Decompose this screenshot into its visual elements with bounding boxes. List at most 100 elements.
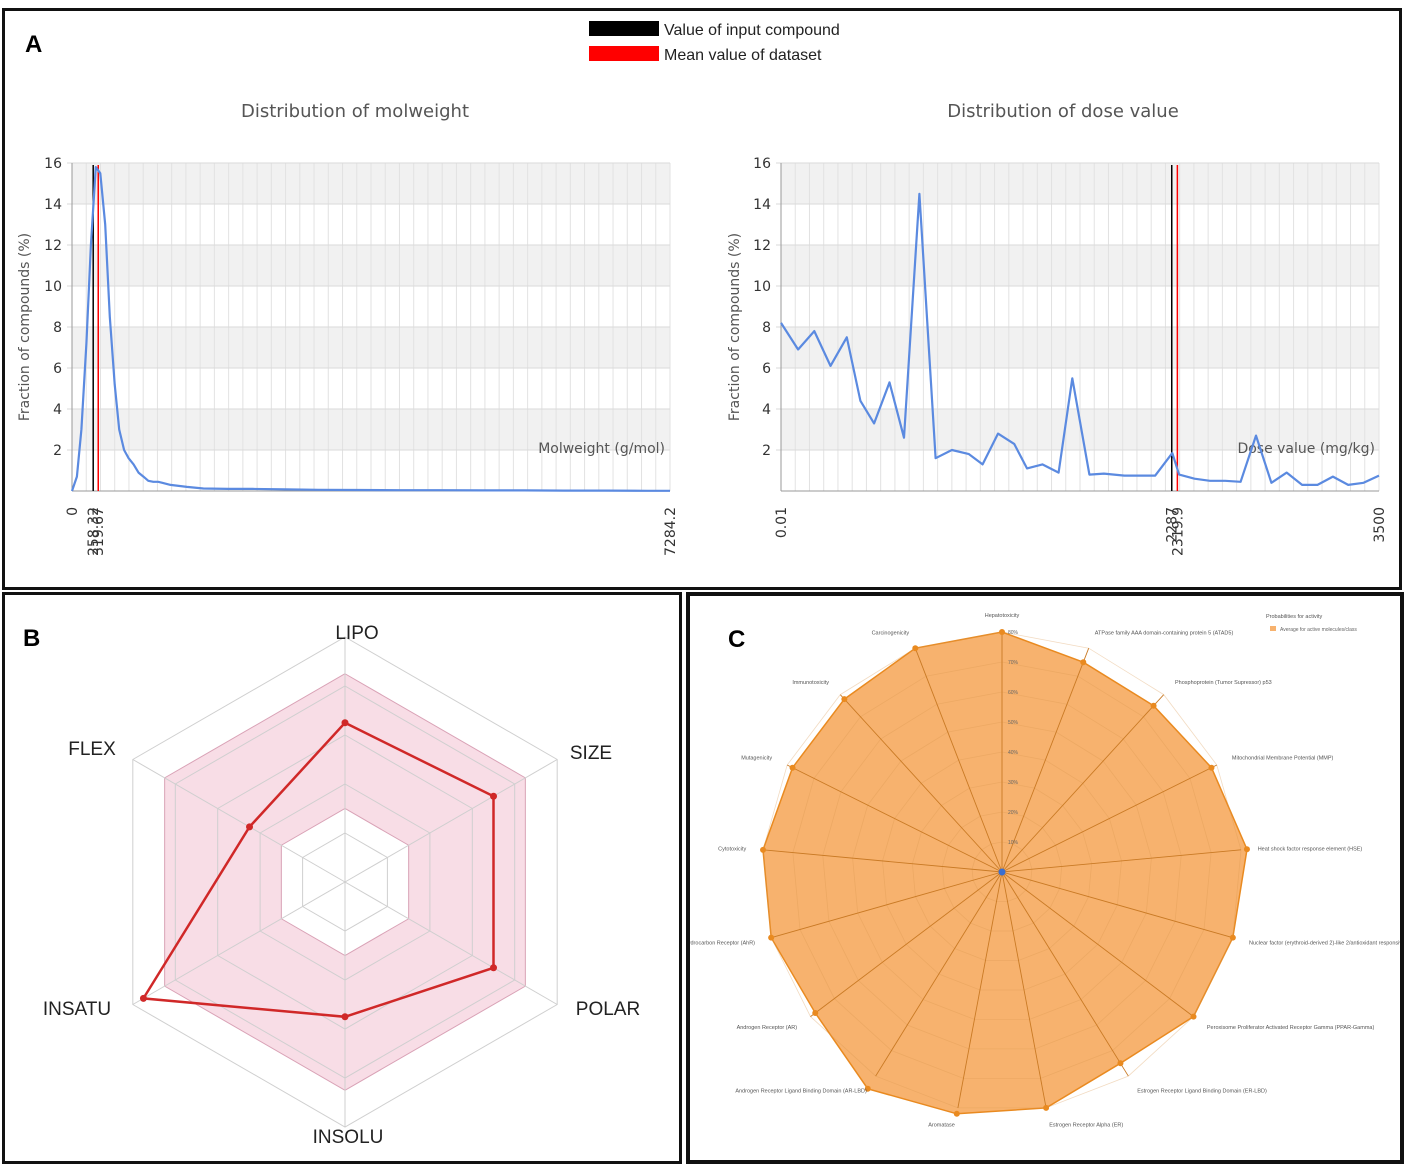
legend-input-swatch [589, 21, 659, 36]
legend-entry: Average for active molecules/class [1280, 627, 1357, 633]
legend-swatch [1270, 626, 1276, 631]
toxicity-point [912, 645, 919, 652]
radial-tick-label: 50% [1008, 720, 1019, 726]
legend-input-label: Value of input compound [664, 22, 840, 39]
radial-tick-label: 40% [1008, 750, 1019, 756]
chart-title: Distribution of dose value [947, 101, 1179, 122]
series-line [70, 166, 670, 492]
toxicity-point [1208, 764, 1215, 771]
radar-axis-label: POLAR [576, 999, 640, 1020]
radar-spoke [1001, 871, 1047, 1108]
radar-axis-label: ATPase family AAA domain-containing prot… [1095, 631, 1234, 637]
radar-grid-ring [762, 631, 1242, 1109]
radar-axis-label: Immunotoxicity [792, 680, 829, 686]
x-tick-label: 0 [65, 507, 81, 516]
series-line [780, 192, 1380, 486]
radar-spoke [1001, 849, 1242, 873]
legend-mean-swatch [589, 46, 659, 61]
radar-axis-label: Phosphoprotein (Tumor Supressor) p53 [1175, 680, 1272, 686]
radial-tick-label: 10% [1008, 840, 1019, 846]
radar-spoke [957, 871, 1003, 1108]
y-tick-label: 4 [53, 402, 62, 418]
radar-spoke [914, 648, 1003, 873]
radar-axis-label: LIPO [335, 623, 378, 644]
radial-tick-label: 60% [1008, 690, 1019, 696]
radar-spoke [771, 871, 1003, 939]
y-tick-label: 6 [762, 361, 771, 377]
compound-profile-point [341, 1013, 349, 1021]
radar-spoke [132, 759, 346, 883]
radar-spoke [1001, 648, 1090, 873]
toxicity-point [760, 846, 767, 853]
toxicity-point [864, 1085, 871, 1092]
radar-spoke [1001, 871, 1129, 1077]
y-axis-label: Fraction of compounds (%) [17, 233, 33, 421]
legend: Value of input compound Mean value of da… [589, 21, 840, 64]
legend-mean-label: Mean value of dataset [664, 47, 822, 64]
x-axis-label: Molweight (g/mol) [538, 441, 665, 457]
radar-grid-ring [971, 841, 1033, 902]
radar-grid-ring [792, 661, 1212, 1079]
toxicity-point [841, 696, 848, 703]
x-tick-label: 0.01 [774, 507, 790, 538]
x-tick-label: 2319.9 [1170, 507, 1186, 556]
bioavailability-radar: LIPO SIZE POLAR INSOLU INSATU FLEX [43, 623, 640, 1148]
toxicity-point [1043, 1104, 1050, 1111]
y-tick-label: 14 [753, 197, 771, 213]
radar-spoke [839, 694, 1003, 873]
radar-axis-label: Hepatotoxicity [985, 613, 1020, 619]
panel-c-svg: 10% 20% 30% 40% 50% 60% 70% 80% Hepatotoxicity AT… [690, 613, 1400, 1128]
toxicity-point [789, 764, 796, 771]
toxicity-point [953, 1110, 960, 1117]
y-tick-label: 8 [53, 320, 62, 336]
radar-grid-ring [941, 811, 1063, 932]
toxicity-point [1229, 934, 1236, 941]
panel-b-label: B [23, 625, 41, 652]
y-tick-label: 14 [44, 197, 62, 213]
compound-profile-point [490, 964, 498, 972]
radar-axis-label: INSOLU [313, 1127, 384, 1148]
toxicity-point [1243, 846, 1250, 853]
radar-axis-label: FLEX [68, 739, 116, 760]
y-tick-label: 6 [53, 361, 62, 377]
y-tick-label: 16 [44, 156, 62, 172]
radar-spoke [344, 881, 558, 1005]
toxicity-point [1117, 1060, 1124, 1067]
toxicity-point [812, 1010, 819, 1017]
radar-spoke [762, 849, 1003, 873]
radar-spoke [1001, 871, 1194, 1017]
radar-spoke [786, 764, 1003, 873]
compound-profile-point [490, 792, 498, 800]
legend-title: Probabilities for activity [1266, 614, 1322, 620]
x-tick-label: 319.67 [91, 507, 107, 556]
x-tick-label: 7284.2 [663, 507, 679, 556]
radar-axis-label: Peroxisome Proliferator Activated Recept… [1207, 1025, 1375, 1031]
panel-a-svg: Value of input compound Mean value of da… [17, 21, 1388, 556]
radar-spoke [810, 871, 1003, 1017]
radar-axis-label: Estrogen Receptor Alpha (ER) [1049, 1122, 1123, 1128]
compound-profile-point [139, 994, 147, 1002]
panel-a-distribution-charts: A Value of input compound Mean value of … [2, 8, 1402, 590]
y-tick-label: 10 [44, 279, 62, 295]
y-axis-label: Fraction of compounds (%) [727, 233, 743, 421]
radar-spoke [1001, 694, 1165, 873]
chart-title: Distribution of molweight [241, 101, 469, 122]
radar-axis-label: Aromatase [928, 1122, 955, 1128]
panel-a-label: A [25, 31, 43, 58]
toxicity-radar: 10% 20% 30% 40% 50% 60% 70% 80% Hepatotoxicity AT… [690, 613, 1400, 1128]
toxicity-point [768, 934, 775, 941]
y-tick-label: 10 [753, 279, 771, 295]
radar-axis-label: Carcinogenicity [872, 631, 910, 637]
radar-axis-label: Mutagenicity [741, 756, 772, 762]
radar-grid-ring [822, 691, 1182, 1050]
radar-spoke [875, 871, 1003, 1077]
toxicity-point [999, 629, 1005, 635]
radar-spoke [1001, 764, 1218, 873]
toxicity-point [1190, 1013, 1197, 1020]
radial-tick-label: 20% [1008, 810, 1019, 816]
radar-axis-label: Androgen Receptor (AR) [737, 1025, 798, 1031]
radar-axis-label: Mitochondrial Membrane Potential (MMP) [1232, 756, 1334, 762]
radar-grid-ring [882, 751, 1122, 991]
y-tick-label: 12 [44, 238, 62, 254]
compound-profile-point [246, 823, 254, 831]
